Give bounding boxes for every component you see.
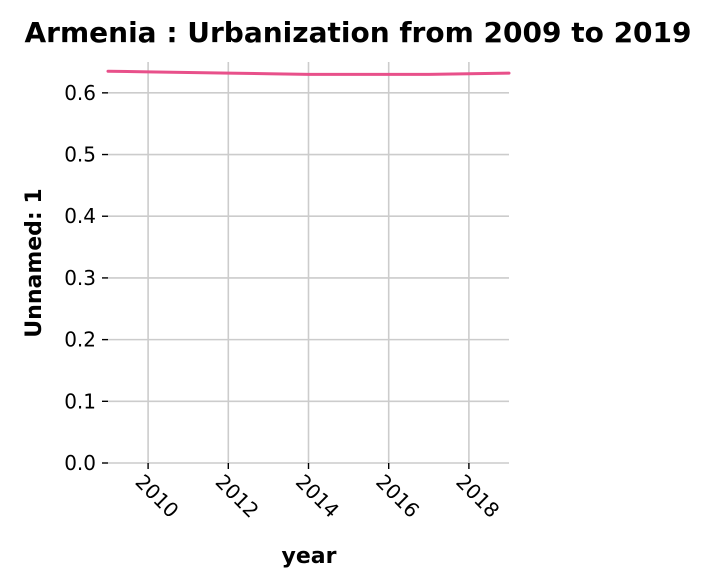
y-tick-label: 0.6 [64, 81, 96, 105]
x-axis-label: year [282, 544, 337, 569]
y-tick-label: 0.0 [64, 451, 96, 475]
y-tick-label: 0.2 [64, 328, 96, 352]
y-axis-label: Unnamed: 1 [22, 188, 47, 337]
y-tick-label: 0.1 [64, 389, 96, 413]
chart-title: Armenia : Urbanization from 2009 to 2019 [25, 16, 692, 49]
series-layer [106, 69, 511, 76]
y-tick-label: 0.4 [64, 204, 96, 228]
grid [108, 62, 509, 464]
y-tick-label: 0.3 [64, 266, 96, 290]
x-tick-label: 2010 [131, 470, 184, 523]
x-tick-label: 2014 [291, 470, 344, 523]
x-tick-label: 2016 [371, 470, 424, 523]
x-tick-label: 2012 [211, 470, 264, 523]
axis-ticks: 2010 2012 2014 2016 2018 0.0 0.1 0.2 0.3 0.4 0.5 0.… [64, 81, 504, 523]
y-tick-label: 0.5 [64, 143, 96, 167]
series-line [106, 69, 511, 76]
x-tick-label: 2018 [451, 470, 504, 523]
